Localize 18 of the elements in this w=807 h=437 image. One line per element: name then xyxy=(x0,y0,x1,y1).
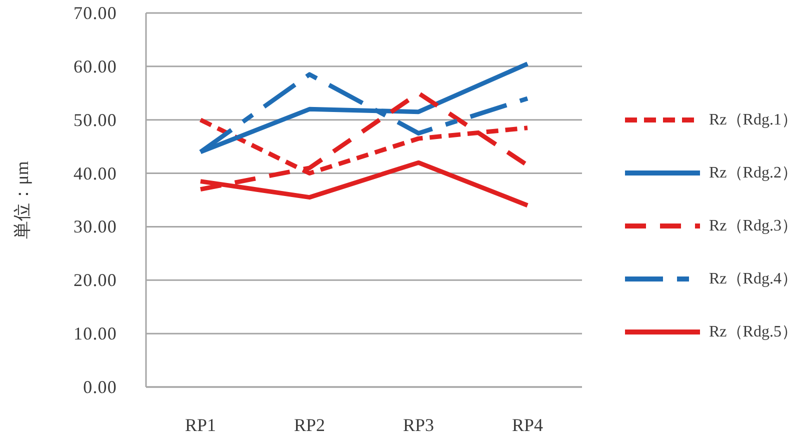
legend-label: Rz（Rdg.4） xyxy=(709,270,798,288)
legend-label: Rz（Rdg.2） xyxy=(709,164,798,182)
x-tick-label: RP1 xyxy=(184,415,216,435)
y-tick-label: 40.00 xyxy=(74,163,117,184)
y-tick-label: 50.00 xyxy=(74,110,117,130)
x-tick-label: RP3 xyxy=(402,415,434,435)
y-tick-label: 60.00 xyxy=(74,56,117,76)
y-axis-title: 単位：μm xyxy=(12,161,32,239)
x-tick-label: RP2 xyxy=(294,415,326,435)
legend-label: Rz（Rdg.1） xyxy=(709,112,798,128)
y-tick-label: 30.00 xyxy=(74,216,117,237)
y-tick-label: 20.00 xyxy=(74,270,117,290)
legend-label: Rz（Rdg.5） xyxy=(709,324,798,340)
legend-label: Rz（Rdg.3） xyxy=(709,218,798,234)
y-tick-label: 0.00 xyxy=(83,377,117,397)
y-tick-label: 70.00 xyxy=(74,3,117,23)
x-tick-label: RP4 xyxy=(512,415,544,435)
y-tick-label: 10.00 xyxy=(74,324,117,344)
